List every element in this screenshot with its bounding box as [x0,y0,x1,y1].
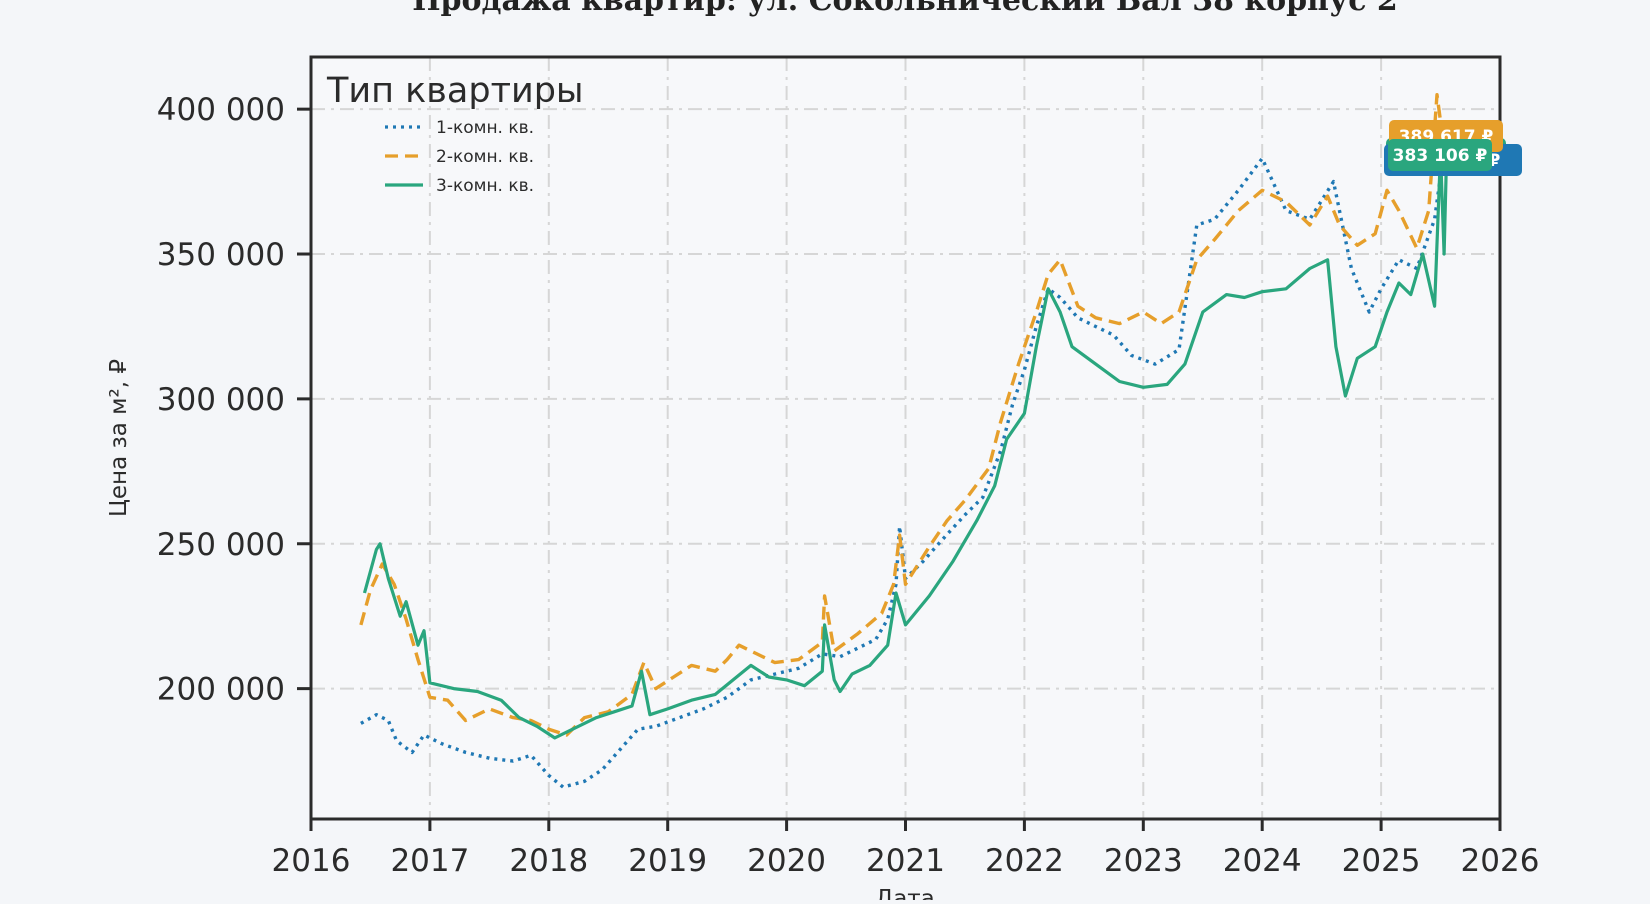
legend-label: 2-комн. кв. [436,147,534,167]
y-axis: 200 000 250 000 300 000 350 000 400 000 [157,92,311,708]
x-tick-label: 2019 [628,843,707,879]
x-tick-label: 2026 [1461,843,1540,879]
x-tick-label: 2024 [1223,843,1302,879]
end-labels: 383 106 ₽383 106 ₽389 617 ₽383 106 ₽ [1384,120,1522,176]
x-tick-label: 2018 [509,843,588,879]
x-tick-label: 2020 [747,843,826,879]
series-line-1 [360,156,1445,789]
series-line-3 [362,151,1449,740]
grid [311,57,1500,819]
y-tick-label: 200 000 [157,672,285,708]
y-tick-label: 250 000 [157,527,285,563]
x-tick-label: 2021 [866,843,945,879]
legend-label: 3-комн. кв. [436,176,534,196]
y-tick-label: 400 000 [157,92,285,128]
legend-label: 1-комн. кв. [436,118,534,138]
x-tick-label: 2023 [1104,843,1183,879]
end-value-badge [1388,139,1492,171]
y-axis-label: Цена за м², ₽ [106,359,132,517]
series-line-2 [359,92,1445,737]
x-tick-label: 2017 [390,843,469,879]
x-axis-label: Дата [875,886,935,900]
legend: Тип квартиры 1-комн. кв. 2-комн. кв. 3-ком… [326,71,584,196]
x-tick-label: 2016 [272,843,351,879]
end-value-label: 383 106 ₽ [1393,146,1488,166]
legend-items: 1-комн. кв. 2-комн. кв. 3-комн. кв. [385,118,534,196]
x-tick-label: 2022 [985,843,1064,879]
series-layer [359,92,1449,789]
y-tick-label: 300 000 [157,382,285,418]
chart-title: Продажа квартир: ул. Сокольнический Вал … [412,0,1398,18]
x-tick-label: 2025 [1342,843,1421,879]
x-axis: 2016 2017 2018 2019 2020 2021 2022 2023 2024 2025… [272,819,1540,879]
y-tick-label: 350 000 [157,237,285,273]
legend-title: Тип квартиры [326,71,584,111]
